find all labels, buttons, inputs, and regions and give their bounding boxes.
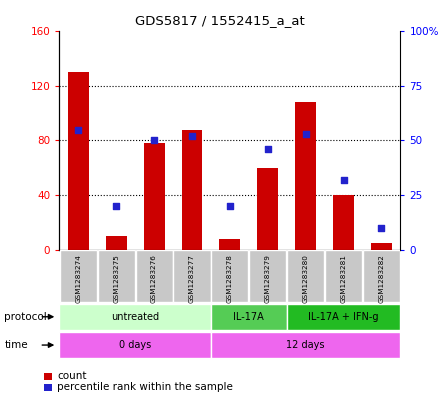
Text: time: time (4, 340, 28, 350)
Text: 0 days: 0 days (119, 340, 151, 350)
Bar (363, 250, 400, 302)
Bar (144, 143, 165, 250)
Text: GSM1283279: GSM1283279 (265, 254, 271, 303)
Bar (287, 304, 400, 330)
Point (150, 137, 158, 143)
Point (264, 146, 271, 152)
Text: IL-17A + IFN-g: IL-17A + IFN-g (308, 312, 379, 322)
Bar (295, 102, 316, 250)
Text: GSM1283280: GSM1283280 (303, 254, 309, 303)
Bar (371, 243, 392, 250)
Bar (106, 236, 127, 250)
Bar (182, 130, 202, 250)
Point (340, 176, 347, 183)
Point (188, 133, 195, 139)
Text: GSM1283274: GSM1283274 (75, 254, 81, 303)
Bar (136, 250, 172, 302)
Text: IL-17A: IL-17A (234, 312, 264, 322)
Text: percentile rank within the sample: percentile rank within the sample (57, 382, 233, 392)
Text: GSM1283282: GSM1283282 (378, 254, 385, 303)
Point (227, 203, 234, 209)
Point (113, 203, 120, 209)
Bar (211, 304, 287, 330)
Bar (173, 250, 211, 302)
Text: GSM1283277: GSM1283277 (189, 254, 195, 303)
Bar (287, 250, 324, 302)
Bar (59, 332, 211, 358)
Point (302, 131, 309, 137)
Bar (98, 250, 135, 302)
Bar (257, 168, 278, 250)
Text: GSM1283275: GSM1283275 (113, 254, 119, 303)
Bar (249, 250, 286, 302)
Bar (68, 72, 89, 250)
Point (75, 127, 82, 133)
Bar (211, 250, 249, 302)
Text: 12 days: 12 days (286, 340, 325, 350)
Text: GSM1283276: GSM1283276 (151, 254, 157, 303)
Point (378, 225, 385, 231)
Text: GSM1283281: GSM1283281 (341, 254, 347, 303)
Bar (325, 250, 362, 302)
Bar (211, 332, 400, 358)
Bar (220, 239, 240, 250)
Bar (60, 250, 97, 302)
Text: untreated: untreated (111, 312, 159, 322)
Bar (59, 304, 211, 330)
Text: GSM1283278: GSM1283278 (227, 254, 233, 303)
Bar (333, 195, 354, 250)
Text: protocol: protocol (4, 312, 47, 322)
Text: GDS5817 / 1552415_a_at: GDS5817 / 1552415_a_at (135, 14, 305, 27)
Text: count: count (57, 371, 87, 381)
